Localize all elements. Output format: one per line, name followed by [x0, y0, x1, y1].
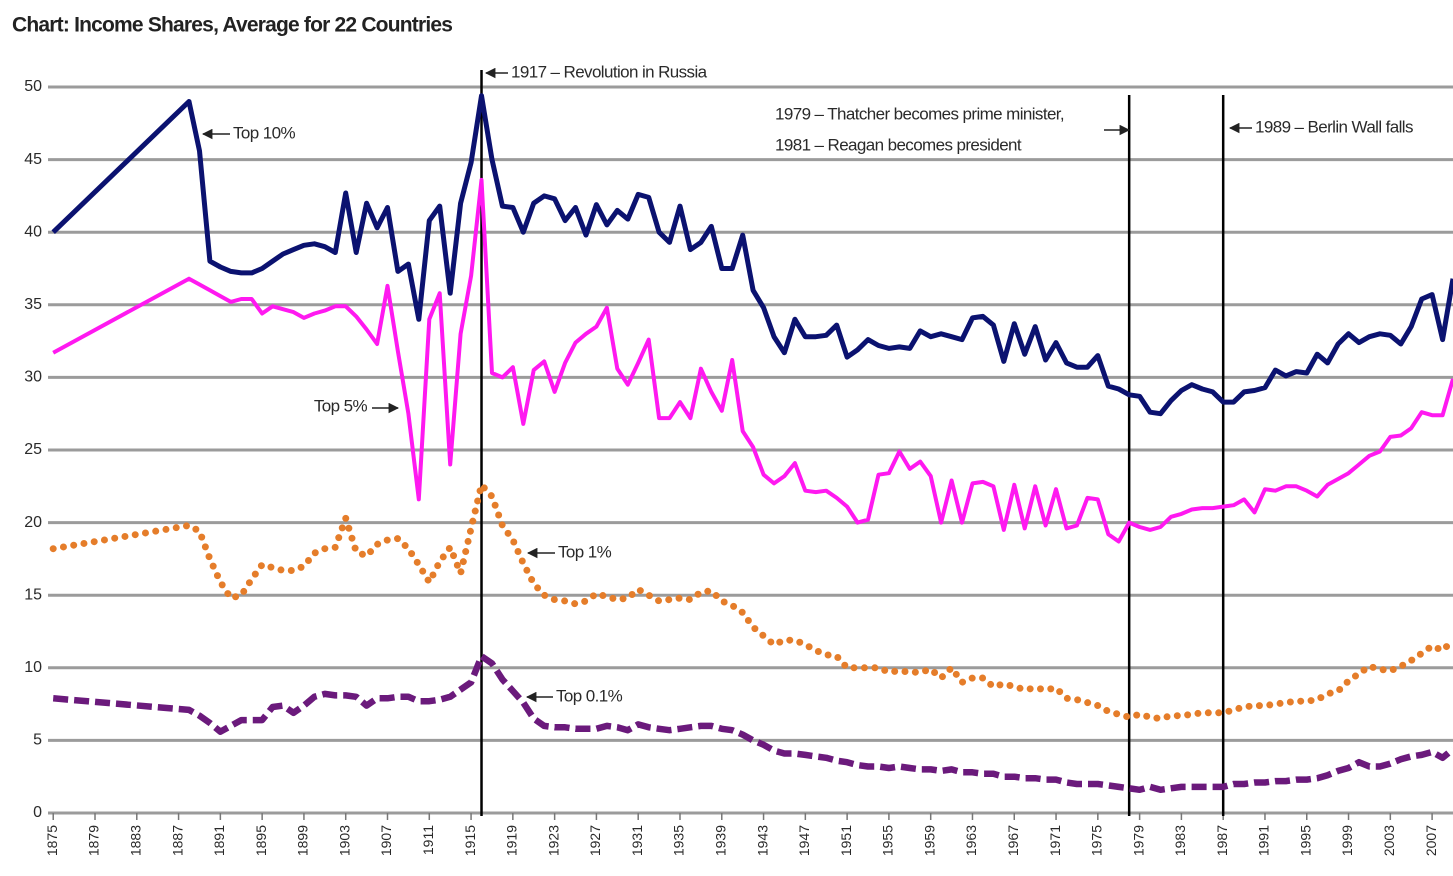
x-tick-label: 1883	[127, 825, 143, 856]
y-tick-label: 50	[24, 78, 42, 95]
y-tick-label: 30	[24, 369, 42, 386]
x-tick-label: 1875	[44, 825, 60, 856]
y-tick-label: 5	[33, 732, 42, 749]
x-tick-label: 1967	[1005, 825, 1021, 856]
event-label: 1989 – Berlin Wall falls	[1255, 117, 1413, 136]
chart-title: Chart: Income Shares, Average for 22 Cou…	[12, 14, 452, 37]
y-tick-label: 45	[24, 151, 42, 168]
series-label: Top 0.1%	[556, 686, 623, 705]
x-tick-label: 1907	[378, 825, 394, 856]
x-tick-label: 1899	[295, 825, 311, 856]
x-tick-label: 1915	[462, 825, 478, 856]
x-tick-label: 1887	[169, 825, 185, 856]
x-tick-label: 1955	[880, 825, 896, 856]
event-label: 1979 – Thatcher becomes prime minister,	[775, 104, 1064, 123]
x-tick-label: 1935	[671, 825, 687, 856]
x-tick-label: 1911	[420, 825, 436, 855]
x-tick-label: 2003	[1381, 825, 1397, 856]
x-tick-label: 1927	[587, 825, 603, 856]
x-tick-label: 1951	[838, 825, 854, 856]
x-tick-label: 1975	[1089, 825, 1105, 856]
x-tick-label: 1879	[86, 825, 102, 856]
x-tick-label: 1923	[545, 825, 561, 856]
x-tick-label: 1971	[1047, 825, 1063, 856]
series-line	[52, 177, 1453, 544]
x-tick-label: 1919	[504, 825, 520, 856]
x-tick-label: 1983	[1172, 825, 1188, 856]
x-tick-label: 1947	[796, 825, 812, 856]
x-tick-label: 1963	[963, 825, 979, 856]
x-tick-label: 1999	[1339, 825, 1355, 856]
x-tick-label: 1995	[1297, 825, 1313, 856]
y-tick-label: 35	[24, 296, 42, 313]
x-tick-label: 1931	[629, 825, 645, 856]
x-tick-label: 1987	[1214, 825, 1230, 856]
x-tick-label: 1903	[336, 825, 352, 856]
y-tick-label: 20	[24, 514, 42, 531]
x-tick-label: 1891	[211, 825, 227, 856]
y-tick-label: 15	[24, 586, 42, 603]
series-line	[51, 93, 1453, 417]
x-tick-label: 1943	[754, 825, 770, 856]
x-tick-label: 1939	[712, 825, 728, 856]
series-label: Top 1%	[558, 542, 612, 561]
y-tick-label: 10	[24, 659, 42, 676]
series-label: Top 10%	[233, 123, 295, 142]
x-tick-label: 1991	[1256, 825, 1272, 856]
y-tick-label: 40	[24, 223, 42, 240]
x-tick-label: 2007	[1423, 825, 1439, 856]
series-line	[52, 652, 1453, 794]
event-label: 1917 – Revolution in Russia	[511, 62, 708, 81]
y-tick-label: 0	[33, 804, 42, 821]
series-line	[49, 481, 1453, 723]
series-label: Top 5%	[314, 396, 368, 415]
x-tick-label: 1895	[253, 825, 269, 856]
x-tick-label: 1959	[921, 825, 937, 856]
event-label: 1981 – Reagan becomes president	[775, 135, 1022, 154]
x-tick-label: 1979	[1130, 825, 1146, 856]
y-tick-label: 25	[24, 441, 42, 458]
